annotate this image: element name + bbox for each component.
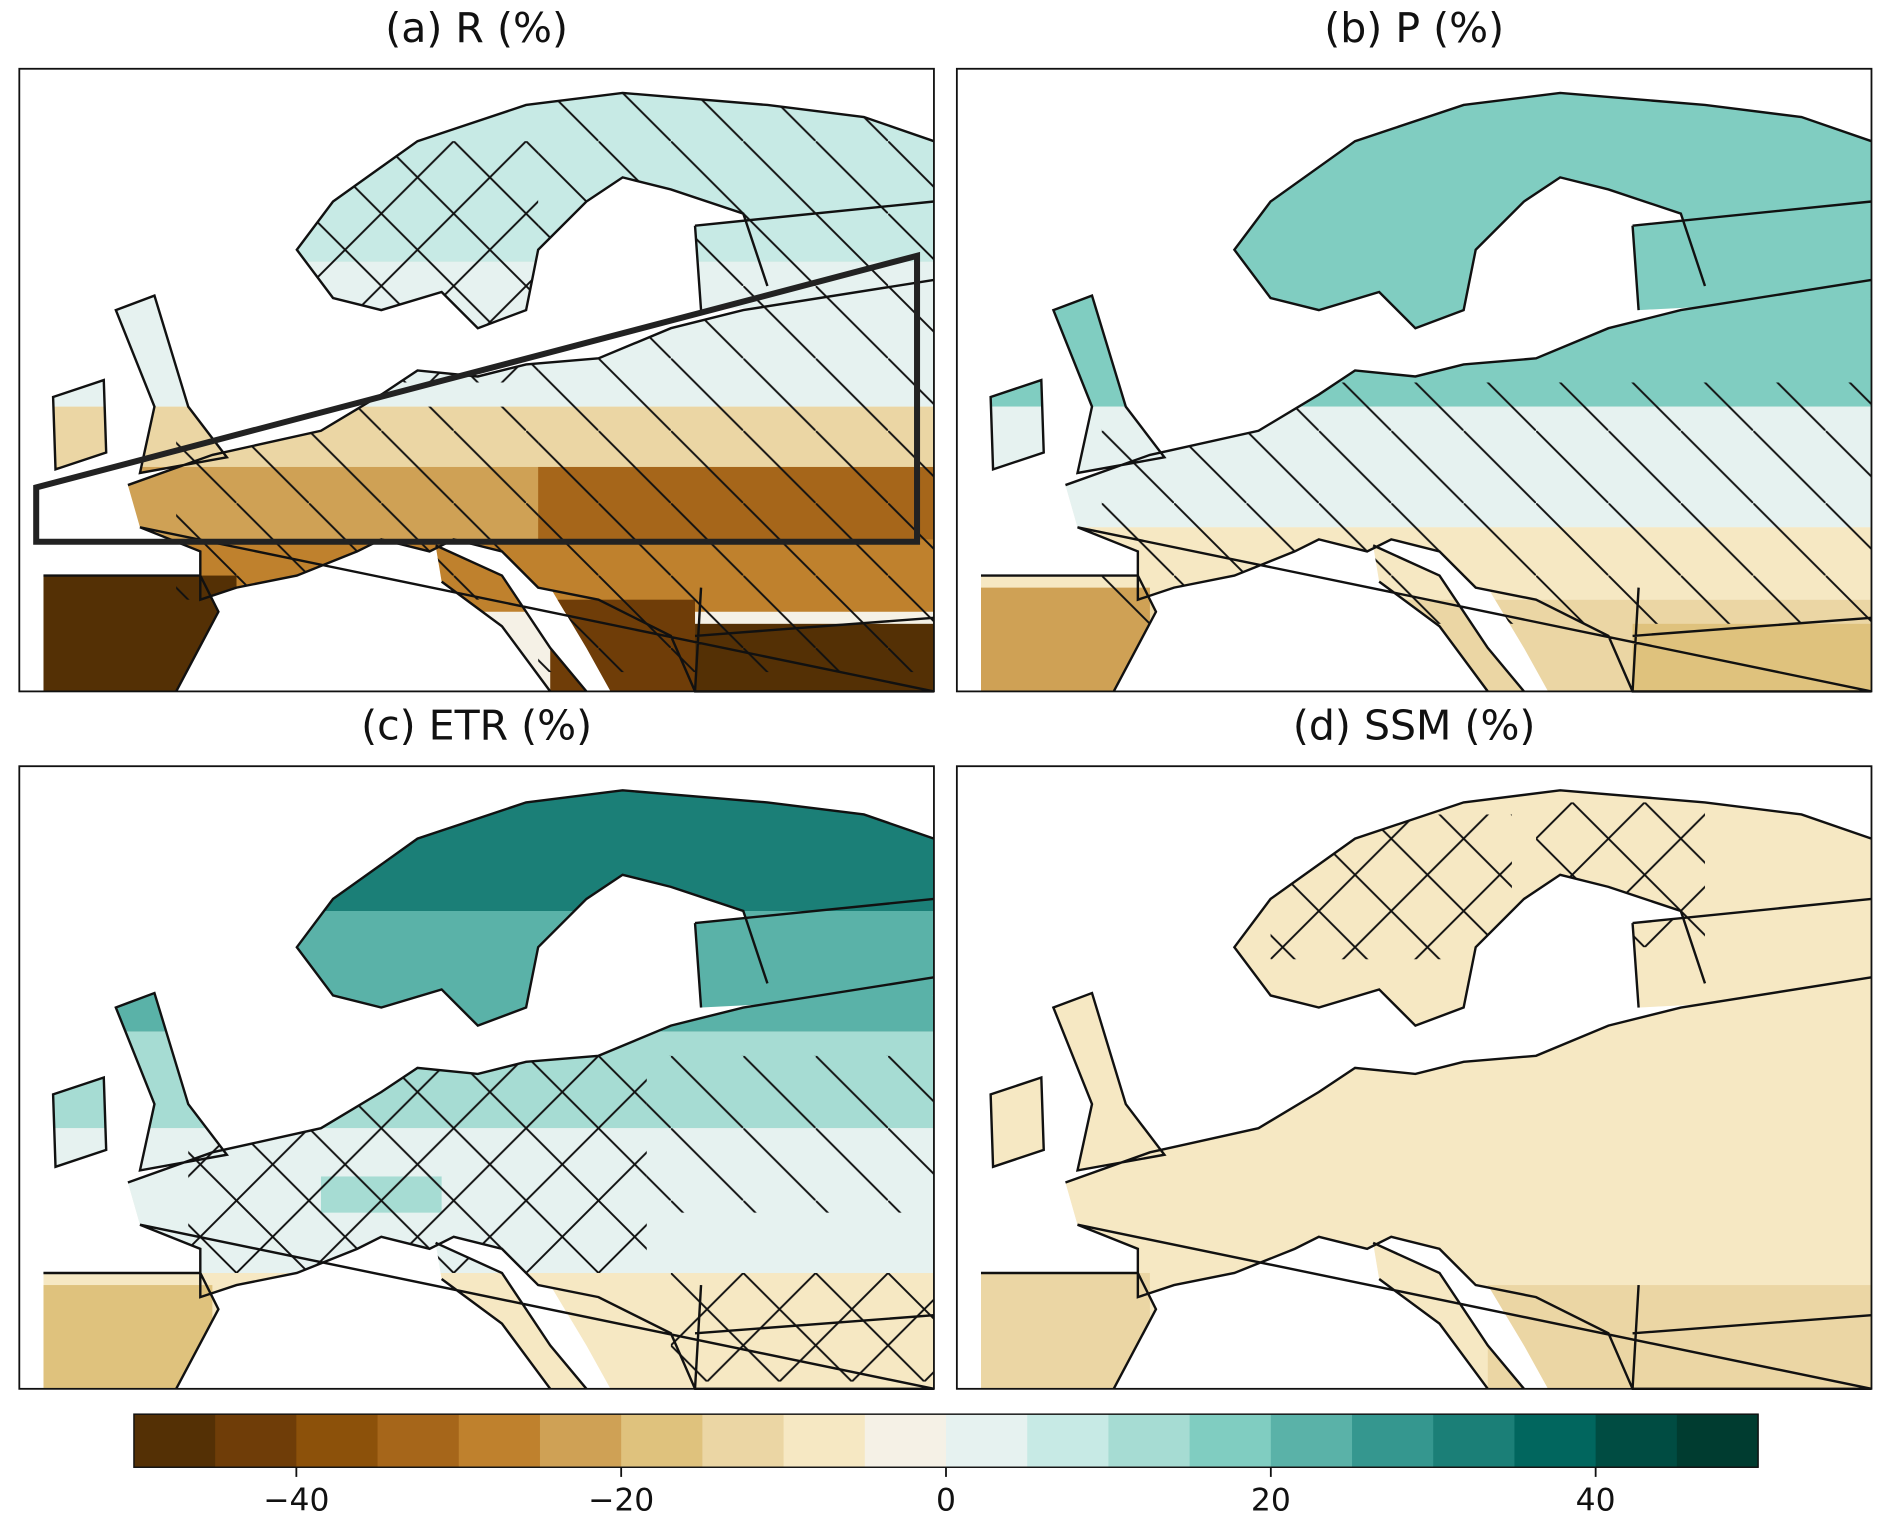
panel-title: (b) P (%) [1324,4,1504,52]
colorbar-cell [1108,1414,1191,1468]
map [18,67,936,693]
colorbar-cell [1676,1414,1759,1468]
hatching [646,1055,934,1213]
colorbar-tick-label: −20 [588,1483,654,1519]
shade [43,790,934,912]
panel-frame [955,67,1873,693]
colorbar-cell [1514,1414,1597,1468]
panel-frame [18,67,935,693]
colorbar-tick-label: 0 [936,1483,956,1519]
colorbar: −40 −20 0 20 40 [133,1413,1759,1519]
shade [1487,1285,1872,1389]
panel-title: (d) SSM (%) [1293,702,1536,750]
shade [43,911,934,1032]
colorbar-cell [539,1414,622,1468]
colorbar-cell [377,1414,460,1468]
colorbar-cell [1189,1414,1272,1468]
colorbar-cell [1352,1414,1434,1468]
hatching [296,141,539,383]
colorbar-cell [946,1414,1028,1468]
colorbar-cell [783,1414,866,1468]
panel-frame [955,765,1873,1390]
map [18,765,936,1391]
hatching [188,1055,647,1273]
colorbar-cell [864,1414,947,1468]
panel-title: (a) R (%) [385,4,568,52]
panel-frame [18,765,935,1390]
map [955,67,1873,693]
shade [1632,623,1872,692]
colorbar-cell [702,1414,785,1468]
colorbar-cell [621,1414,703,1468]
map [955,765,1873,1391]
hatching [670,1272,934,1382]
colorbar-cell [133,1414,216,1468]
colorbar-cell [1270,1414,1353,1468]
colorbar-cell [1027,1414,1110,1468]
panels: (a) R (%) (b) P (%) (c) ETR (%) (d) SSM (%) [18,4,1873,1391]
colorbar-cell [1595,1414,1678,1468]
region-box [33,251,921,545]
panel-title: (c) ETR (%) [361,702,592,750]
colorbar-cell [1433,1414,1516,1468]
hatching [1101,382,1872,624]
colorbar-cell [215,1414,297,1468]
hatching [538,92,934,673]
colorbar-tick-label: 20 [1251,1483,1291,1519]
colorbar-cell [296,1414,379,1468]
shade [980,92,1872,407]
colorbar-tick-label: −40 [263,1483,329,1519]
colorbar-tick-label: 40 [1576,1483,1616,1519]
hatching [1270,814,1512,960]
shade [980,1272,1150,1389]
colorbar-cell [458,1414,541,1468]
